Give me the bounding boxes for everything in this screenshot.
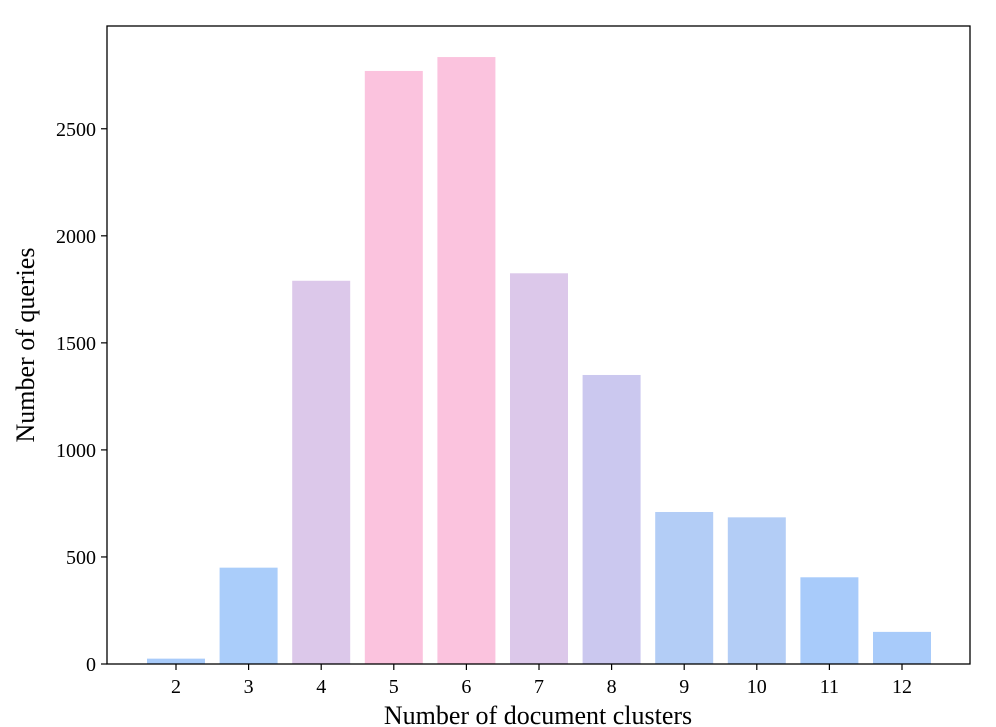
bar-7 (510, 273, 568, 664)
x-tick-label: 7 (534, 676, 544, 698)
bar-12 (873, 631, 931, 664)
x-tick-label: 8 (607, 676, 617, 698)
y-tick-label: 1000 (56, 440, 96, 462)
x-tick-label: 12 (892, 676, 912, 698)
x-tick-label: 11 (820, 676, 839, 698)
bar-2 (147, 658, 205, 664)
bar-10 (727, 517, 786, 664)
y-tick-label: 0 (86, 654, 96, 676)
bar-3 (219, 567, 278, 664)
bar-5 (364, 70, 423, 665)
x-tick-label: 3 (244, 676, 254, 698)
x-axis-label: Number of document clusters (384, 701, 692, 727)
x-tick-label: 10 (747, 676, 767, 698)
x-axis-ticks: 2 3 4 5 6 7 8 9 10 11 12 (171, 664, 912, 698)
x-tick-label: 4 (316, 676, 326, 698)
x-tick-label: 5 (389, 676, 399, 698)
bar-4 (292, 280, 351, 664)
bars-group (147, 57, 931, 665)
bar-11 (800, 577, 859, 664)
y-axis-label: Number of queries (11, 248, 40, 443)
y-tick-label: 2500 (56, 119, 96, 141)
y-tick-label: 500 (66, 547, 96, 569)
x-tick-label: 2 (171, 676, 181, 698)
y-axis-ticks: 0 500 1000 1500 2000 2500 (56, 119, 107, 676)
y-tick-label: 2000 (56, 226, 96, 248)
x-tick-label: 6 (461, 676, 471, 698)
bar-6 (437, 57, 496, 664)
y-tick-label: 1500 (56, 333, 96, 355)
x-tick-label: 9 (679, 676, 689, 698)
bar-8 (582, 374, 641, 664)
bar-9 (655, 511, 714, 664)
